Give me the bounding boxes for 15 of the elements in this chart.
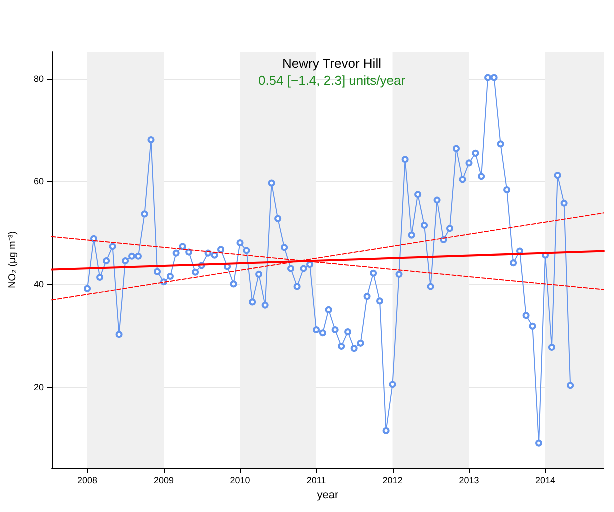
y-axis-title: NO₂ (μg m⁻³) [8,231,18,289]
x-tick-label: 2013 [459,476,480,486]
x-tick-label: 2010 [230,476,250,486]
y-tick-label: 40 [34,280,44,290]
x-tick-label: 2012 [382,476,403,486]
x-tick-label: 2009 [154,476,174,486]
x-tick-label: 2014 [535,476,556,486]
x-tick-label: 2011 [306,476,326,486]
y-tick-label: 20 [34,382,44,393]
text: 0.54 [−1.4, 2.3] units/year [258,73,406,88]
x-axis-title: year [317,490,340,502]
x-tick-label: 2008 [78,476,98,486]
y-tick-label: 80 [34,74,44,84]
y-tick-label: 60 [34,176,44,187]
chart-title: Newry Trevor Hill [282,56,382,71]
